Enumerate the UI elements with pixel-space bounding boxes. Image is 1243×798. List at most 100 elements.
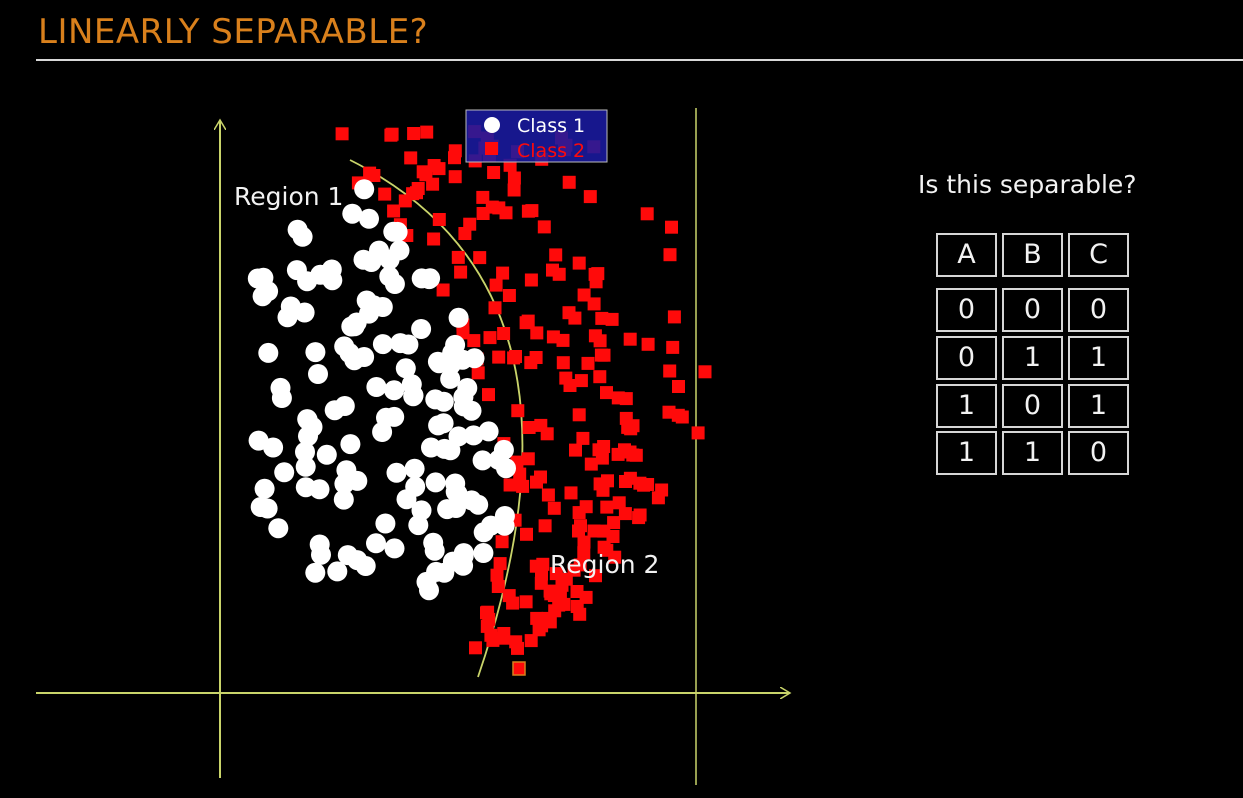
class-1-point xyxy=(386,462,407,483)
table-cell: 0 xyxy=(1068,431,1129,475)
class-2-point xyxy=(546,330,560,344)
class-1-point xyxy=(270,377,291,398)
legend-class-2-label: Class 2 xyxy=(517,140,585,162)
class-2-point xyxy=(543,615,557,629)
table-cell: 1 xyxy=(1002,336,1063,380)
class-2-point xyxy=(587,297,601,311)
legend-class-2-marker xyxy=(485,142,498,155)
class-1-point xyxy=(258,342,279,363)
class-1-point xyxy=(425,472,446,493)
class-2-point xyxy=(506,596,520,610)
class-2-point xyxy=(572,506,586,520)
class-1-point xyxy=(384,538,405,559)
class-1-point xyxy=(404,458,425,479)
class-2-point xyxy=(488,301,502,315)
table-cell: 1 xyxy=(1002,431,1063,475)
table-header-cell: B xyxy=(1002,233,1063,277)
class-1-point xyxy=(353,249,374,270)
class-2-point xyxy=(577,288,591,302)
class-1-point xyxy=(295,442,315,462)
class-1-point xyxy=(411,268,432,289)
class-2-point xyxy=(467,334,481,348)
class-2-point xyxy=(520,527,533,541)
class-2-point xyxy=(663,248,677,262)
class-2-point xyxy=(667,310,681,324)
class-2-point xyxy=(378,187,392,201)
class-1-point xyxy=(341,316,362,337)
class-2-point xyxy=(451,250,465,264)
table-cell: 0 xyxy=(1002,384,1063,428)
class-2-point xyxy=(672,380,685,393)
class-1-point xyxy=(305,562,326,583)
table-cell: 1 xyxy=(1068,384,1129,428)
class-2-point xyxy=(489,278,503,292)
class-2-point xyxy=(482,388,495,402)
class-2-point xyxy=(493,557,507,571)
region-1-label: Region 1 xyxy=(234,182,343,211)
class-1-point xyxy=(359,208,379,229)
class-1-point xyxy=(294,302,315,323)
class-1-point xyxy=(324,400,345,421)
class-2-point xyxy=(589,569,602,583)
class-1-point xyxy=(342,203,363,224)
class-2-point xyxy=(502,289,516,302)
class-2-point xyxy=(549,248,563,262)
class-2-point xyxy=(570,585,584,598)
class-2-point xyxy=(581,356,595,370)
class-2-point xyxy=(363,166,377,180)
class-2-point xyxy=(563,379,577,392)
table-cell: 0 xyxy=(1068,288,1129,332)
class-2-point xyxy=(576,431,590,445)
class-1-point xyxy=(369,240,389,261)
table-cell: 1 xyxy=(936,431,997,475)
class-2-point xyxy=(633,508,647,522)
class-2-point xyxy=(471,366,485,380)
class-2-point xyxy=(507,171,521,185)
class-1-point xyxy=(390,333,411,354)
class-1-point xyxy=(411,319,432,339)
class-2-point xyxy=(611,391,625,405)
region-2-label: Region 2 xyxy=(550,550,659,579)
class-1-point xyxy=(448,307,469,328)
class-2-point xyxy=(671,408,685,422)
class-2-point xyxy=(584,457,598,471)
class-2-point xyxy=(564,486,578,500)
class-1-point xyxy=(433,413,454,434)
class-2-point xyxy=(521,314,535,328)
class-2-point xyxy=(387,204,401,218)
class-2-point xyxy=(595,311,609,325)
class-2-point xyxy=(503,478,517,492)
class-1-point xyxy=(395,358,416,379)
class-1-point xyxy=(473,522,494,543)
class-2-point xyxy=(572,408,586,422)
class-2-point xyxy=(398,194,412,208)
class-2-point xyxy=(420,125,434,139)
class-2-point xyxy=(623,471,637,485)
class-2-point xyxy=(404,151,418,165)
class-2-point xyxy=(483,331,497,345)
class-2-point xyxy=(594,348,608,362)
class-2-point xyxy=(530,326,544,340)
class-2-point xyxy=(491,580,505,593)
class-1-point xyxy=(268,518,289,539)
class-1-point xyxy=(473,543,494,563)
class-2-point xyxy=(519,595,533,609)
legend: Class 1 Class 2 xyxy=(465,109,608,163)
class-2-point xyxy=(623,332,637,346)
class-2-point xyxy=(607,516,621,530)
title-rule xyxy=(36,59,1243,61)
class-2-point xyxy=(492,350,506,364)
class-2-point xyxy=(513,467,527,481)
class-1-point xyxy=(366,377,387,397)
class-1-point xyxy=(295,456,316,477)
class-1-point xyxy=(254,478,275,499)
class-2-point xyxy=(570,600,584,613)
class-1-point xyxy=(297,409,318,430)
class-1-point xyxy=(494,515,515,536)
class-2-point xyxy=(486,633,500,647)
class-2-point xyxy=(541,488,555,502)
class-2-point xyxy=(492,201,506,215)
class-2-point xyxy=(600,386,613,400)
class-1-point xyxy=(355,556,376,576)
